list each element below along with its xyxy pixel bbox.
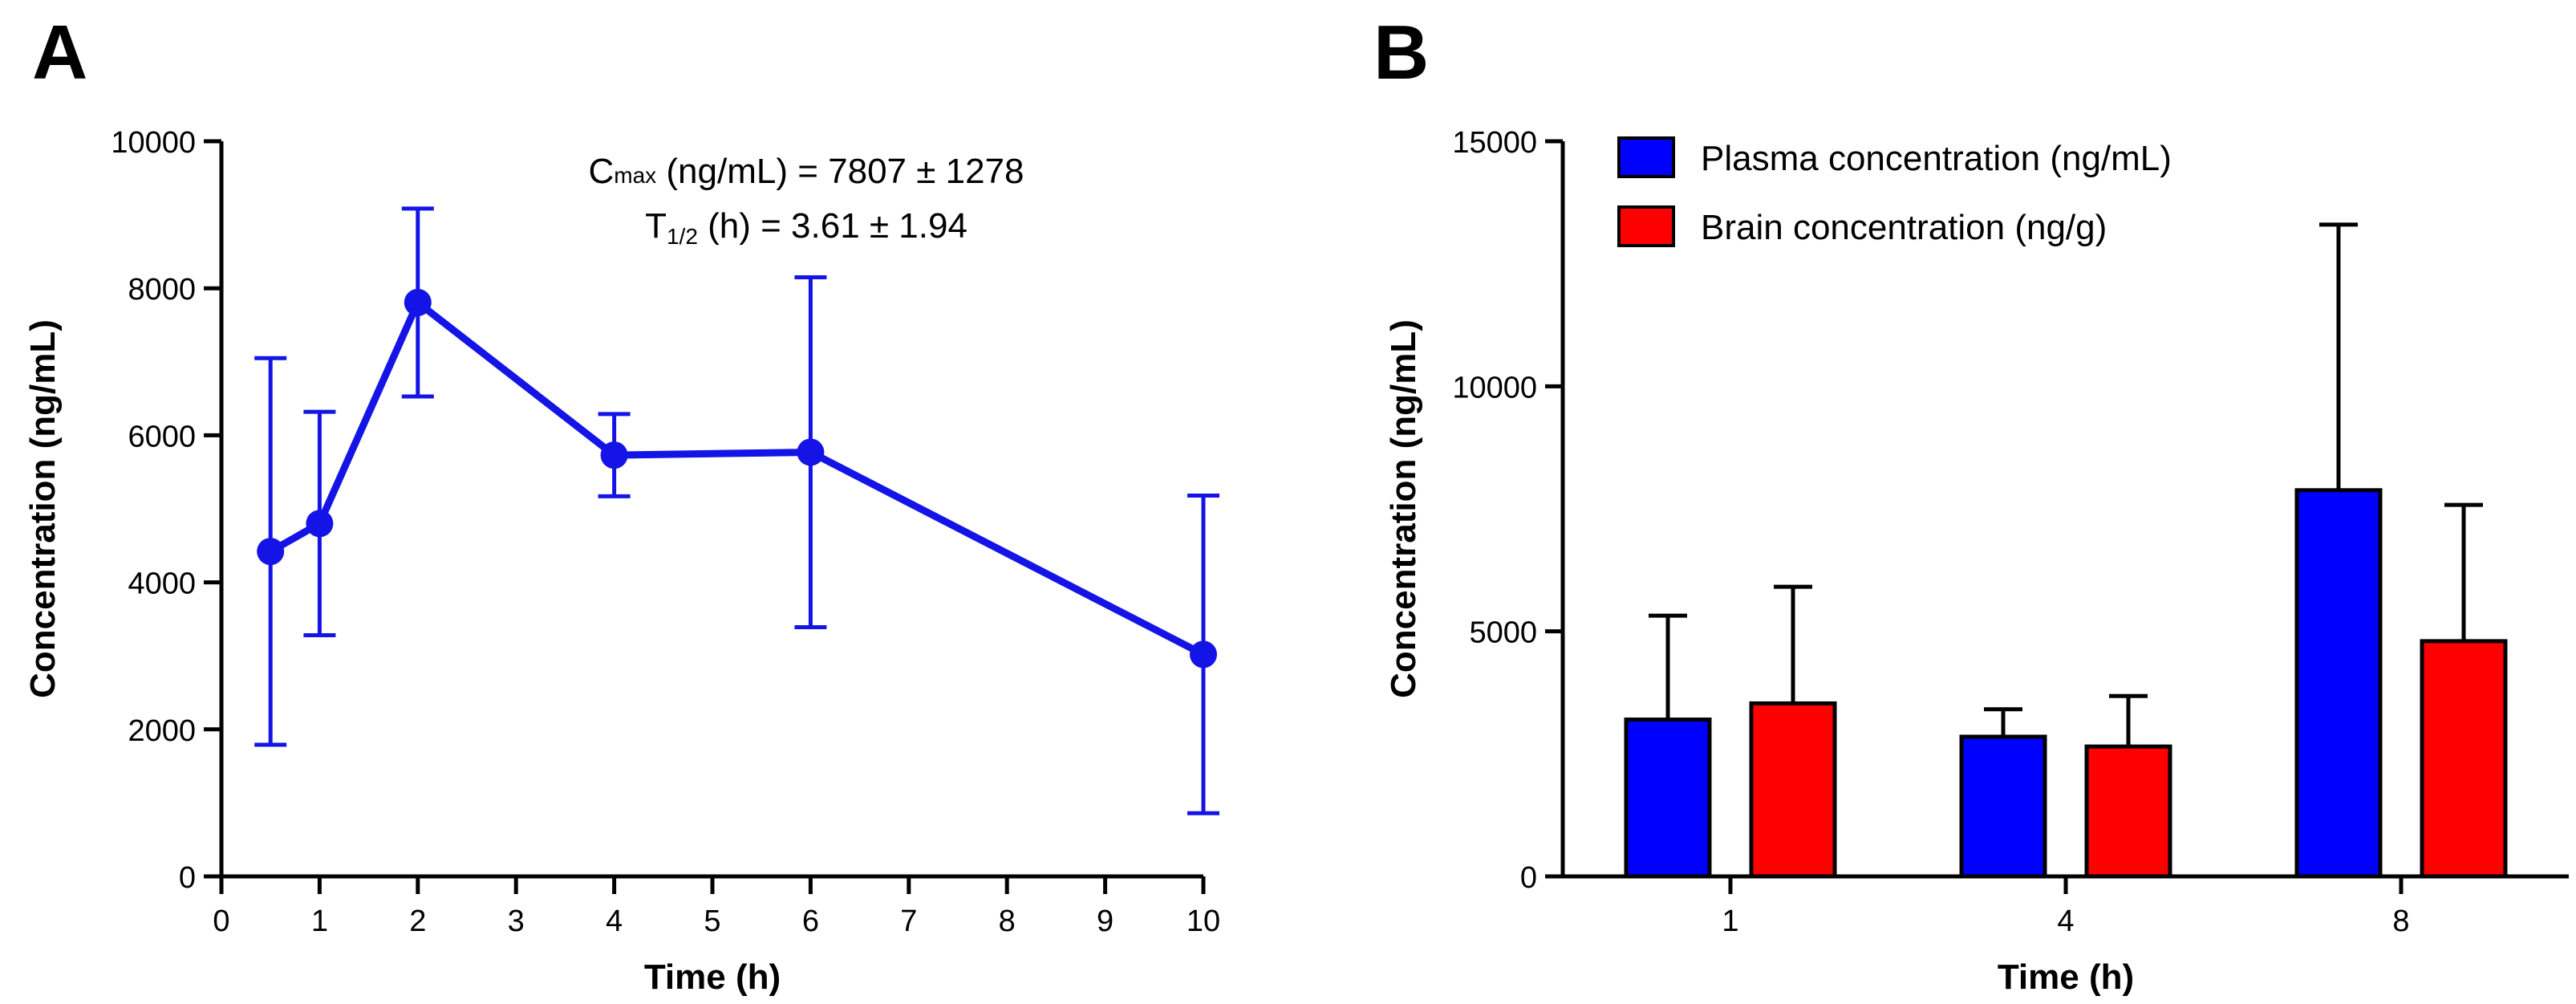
panel-a-x-axis-title: Time (h) bbox=[644, 957, 781, 997]
panel-a-series bbox=[254, 206, 1219, 815]
panel-a-y-tick-label: 6000 bbox=[128, 420, 196, 453]
panel-b-bar-plasma bbox=[1624, 717, 1712, 879]
panel-b-bar-plasma bbox=[1959, 734, 2047, 879]
panel-b-legend: Plasma concentration (ng/mL) Brain conce… bbox=[1617, 136, 2172, 247]
panel-b-letter: B bbox=[1373, 10, 1429, 96]
panel-a-axes: 0 2000 4000 6000 8000 10000 0 1 2 3 4 5 6 7 8 9 10 bbox=[111, 126, 1220, 938]
panel-a-x-tick-label: 4 bbox=[606, 904, 623, 938]
panel-b-x-tick-label: 8 bbox=[2392, 904, 2409, 938]
panel-b-bar-chart: B 1 4 8 0 5000 10000 15000 Time (h) Concentrat… bbox=[1373, 10, 2569, 997]
panel-b-y-tick-label: 5000 bbox=[1469, 616, 1537, 650]
legend-label-plasma: Plasma concentration (ng/mL) bbox=[1701, 139, 2172, 178]
panel-b-x-axis-title: Time (h) bbox=[1998, 957, 2134, 997]
panel-a-y-tick-label: 4000 bbox=[128, 567, 196, 601]
panel-b-y-tick-label: 10000 bbox=[1452, 371, 1537, 404]
panel-a-y-tick-label: 8000 bbox=[128, 273, 196, 307]
panel-a-x-tick-label: 2 bbox=[409, 904, 426, 938]
panel-b-x-tick-label: 4 bbox=[2057, 904, 2074, 938]
panel-b-y-axis-title: Concentration (ng/mL) bbox=[1384, 319, 1423, 698]
panel-b-bars bbox=[1624, 222, 2508, 879]
panel-a-x-tick-label: 10 bbox=[1187, 904, 1220, 938]
panel-b-x-tick-label: 1 bbox=[1722, 904, 1738, 938]
panel-a-data-point bbox=[257, 538, 285, 566]
panel-b-y-tick-label: 15000 bbox=[1452, 126, 1537, 160]
panel-a-y-tick-label: 2000 bbox=[128, 714, 196, 748]
cmax-annotation: Cmax (ng/mL) = 7807 ± 1278 bbox=[588, 152, 1024, 191]
panel-a-data-point bbox=[797, 438, 825, 466]
panel-a-y-axis-title: Concentration (ng/mL) bbox=[23, 319, 63, 698]
panel-b-y-tick-label: 0 bbox=[1520, 861, 1537, 895]
panel-a-x-tick-label: 9 bbox=[1097, 904, 1114, 938]
panel-a-series-line bbox=[268, 299, 1206, 658]
legend-swatch-plasma bbox=[1617, 136, 1675, 178]
panel-b-bar-brain bbox=[1749, 701, 1837, 879]
panel-a-data-point bbox=[404, 288, 432, 316]
panel-a-x-tick-label: 5 bbox=[704, 904, 720, 938]
panel-a-data-point bbox=[306, 510, 334, 538]
panel-b-axes: 1 4 8 0 5000 10000 15000 bbox=[1452, 126, 2569, 938]
panel-a-x-tick-label: 1 bbox=[311, 904, 328, 938]
panel-a-x-tick-label: 7 bbox=[900, 904, 917, 938]
panel-a-x-tick-label: 8 bbox=[999, 904, 1016, 938]
t-half-annotation: T1/2 (h) = 3.61 ± 1.94 bbox=[645, 206, 968, 249]
panel-a-line-chart: A 0 2000 4000 6000 8000 10000 0 1 2 3 4 5 6 7 8 9 10 Tim… bbox=[23, 10, 1220, 997]
panel-a-x-tick-label: 3 bbox=[508, 904, 525, 938]
panel-a-data-point bbox=[1190, 640, 1217, 669]
panel-a-letter: A bbox=[32, 10, 87, 96]
legend-label-brain: Brain concentration (ng/g) bbox=[1701, 208, 2107, 247]
panel-a-x-tick-label: 6 bbox=[802, 904, 819, 938]
panel-b-bar-brain bbox=[2420, 639, 2508, 879]
legend-swatch-brain bbox=[1617, 205, 1675, 247]
panel-b-bar-plasma bbox=[2294, 488, 2383, 879]
panel-a-y-tick-label: 10000 bbox=[111, 126, 196, 160]
panel-a-data-point bbox=[600, 441, 628, 469]
panel-a-y-tick-label: 0 bbox=[179, 861, 196, 895]
panel-b-bar-brain bbox=[2084, 744, 2172, 879]
panel-a-x-tick-label: 0 bbox=[213, 904, 229, 938]
